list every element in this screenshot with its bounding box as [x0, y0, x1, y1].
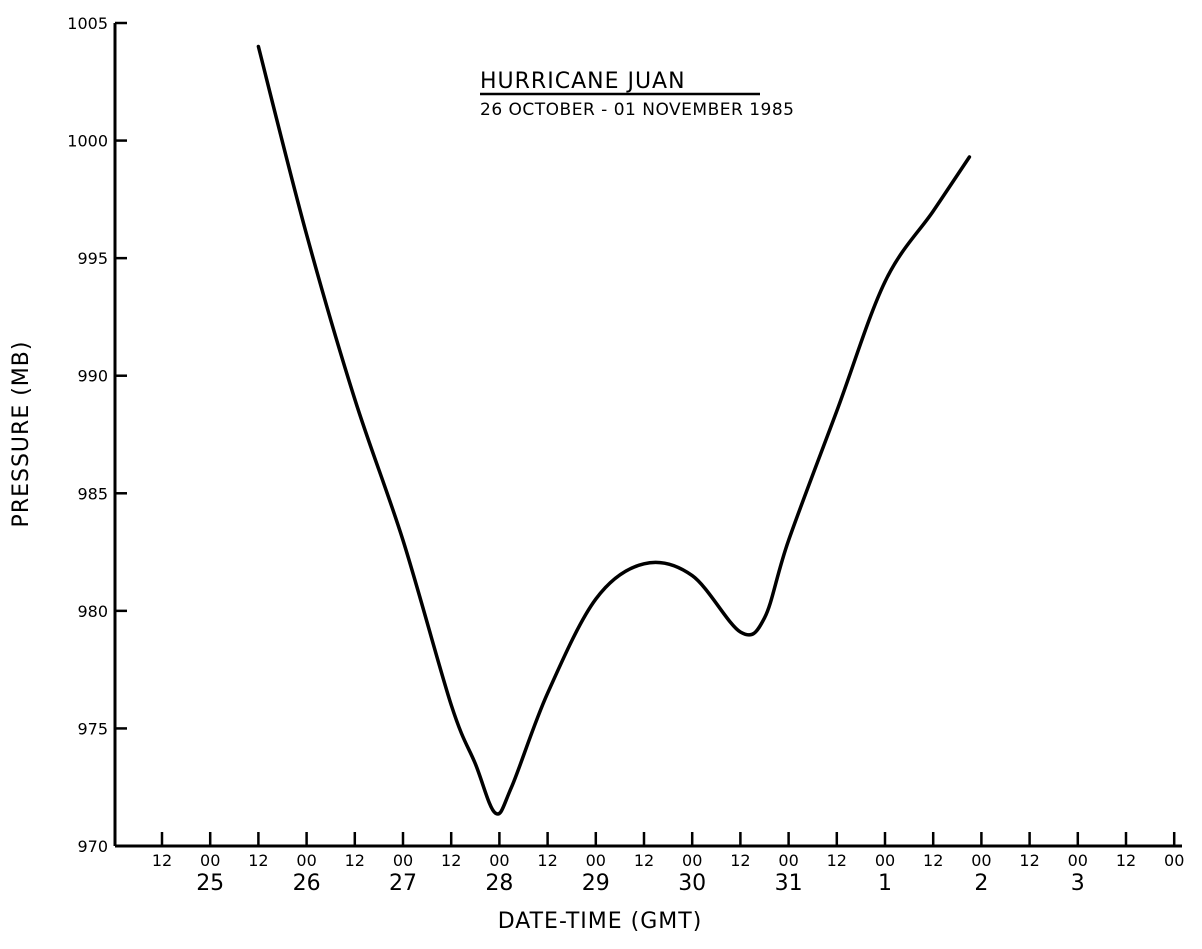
x-hour-label: 12 [1116, 851, 1136, 870]
x-hour-label: 00 [682, 851, 702, 870]
x-day-label: 3 [1071, 871, 1085, 896]
x-hour-label: 00 [1068, 851, 1088, 870]
x-hour-label: 00 [200, 851, 220, 870]
x-hour-label: 00 [586, 851, 606, 870]
x-hour-label: 12 [152, 851, 172, 870]
x-day-label: 31 [775, 871, 803, 896]
x-hour-label: 00 [393, 851, 413, 870]
x-day-label: 2 [974, 871, 988, 896]
x-hour-label: 12 [923, 851, 943, 870]
x-day-label: 30 [678, 871, 706, 896]
y-tick-label: 995 [77, 249, 108, 268]
x-hour-label: 00 [296, 851, 316, 870]
y-tick-label: 985 [77, 484, 108, 503]
y-axis-title: PRESSURE (MB) [9, 341, 34, 528]
chart-title: HURRICANE JUAN [480, 69, 686, 94]
chart-subtitle: 26 OCTOBER - 01 NOVEMBER 1985 [480, 100, 794, 120]
y-tick-label: 990 [77, 367, 108, 386]
pressure-curve [256, 44, 972, 816]
x-axis-title: DATE-TIME (GMT) [498, 909, 703, 934]
x-hour-label: 12 [730, 851, 750, 870]
x-day-label: 29 [582, 871, 610, 896]
y-tick-label: 1005 [67, 14, 108, 33]
x-day-label: 26 [293, 871, 321, 896]
x-day-label: 25 [196, 871, 224, 896]
x-hour-label: 12 [1019, 851, 1039, 870]
x-hour-label: 00 [971, 851, 991, 870]
x-hour-label: 12 [345, 851, 365, 870]
y-tick-label: 980 [77, 602, 108, 621]
x-day-label: 28 [485, 871, 513, 896]
title-group: HURRICANE JUAN 26 OCTOBER - 01 NOVEMBER … [480, 69, 794, 120]
y-tick-label: 970 [77, 837, 108, 856]
x-hour-label: 00 [875, 851, 895, 870]
y-tick-label: 1000 [67, 132, 108, 151]
x-hour-label: 12 [441, 851, 461, 870]
x-hour-label: 12 [634, 851, 654, 870]
x-hour-label: 12 [537, 851, 557, 870]
x-day-label: 1 [878, 871, 892, 896]
x-hour-label: 00 [778, 851, 798, 870]
x-hour-label: 00 [1164, 851, 1184, 870]
x-hour-label: 12 [248, 851, 268, 870]
x-day-label: 27 [389, 871, 417, 896]
x-hour-label: 12 [827, 851, 847, 870]
y-tick-label: 975 [77, 719, 108, 738]
x-hour-label: 00 [489, 851, 509, 870]
y-ticks: 970 975 980 985 990 995 1000 1005 [67, 14, 127, 856]
